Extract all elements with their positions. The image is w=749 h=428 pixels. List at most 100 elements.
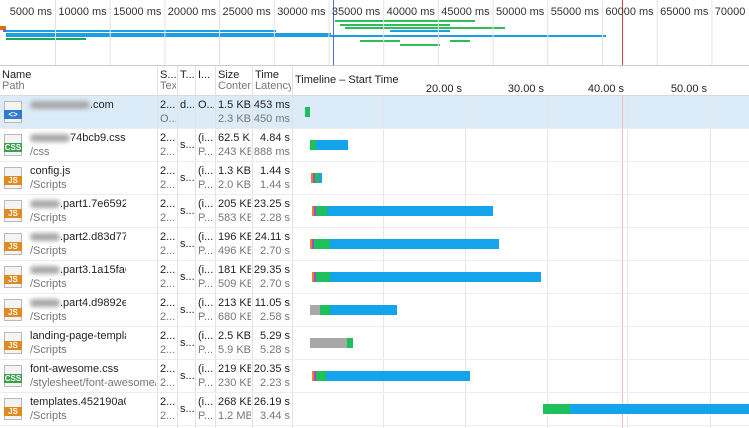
time: 20.35 s	[253, 363, 290, 375]
status: 2...	[160, 330, 176, 342]
file-name: .com	[90, 99, 114, 111]
initiator: (i...	[198, 330, 214, 342]
header-timeline: Timeline – Start Time	[295, 74, 399, 86]
status: 2...	[160, 198, 176, 210]
status-text: 2...	[160, 146, 176, 158]
timeline-tick-label: 50.00 s	[670, 83, 707, 95]
row	[0, 96, 749, 129]
file-icon: JS	[4, 332, 22, 354]
type: s...	[180, 370, 194, 382]
header-time: Time	[255, 69, 280, 81]
header-status: S...	[160, 69, 176, 81]
initiator: (i...	[198, 264, 214, 276]
header-name: Name	[2, 69, 32, 81]
waterfall-segment	[570, 404, 749, 414]
type: s...	[180, 205, 194, 217]
type: s...	[180, 403, 194, 415]
content-size: 496 KB	[218, 245, 251, 257]
time: 11.05 s	[254, 297, 290, 309]
redacted	[30, 233, 60, 241]
status-text: 2...	[160, 212, 176, 224]
size: 181 KB	[218, 264, 251, 276]
content-size: 509 KB	[218, 278, 251, 290]
overview-tick-label: 55000 ms	[551, 6, 600, 18]
column-divider	[177, 66, 178, 428]
time: 453 ms	[253, 99, 290, 111]
size: 268 KB	[218, 396, 251, 408]
content-size: 5.9 KB	[218, 344, 251, 356]
initiator-detail: P...	[198, 146, 214, 158]
size: 1.3 KB	[218, 165, 251, 177]
file-path: /stylesheet/font-awesome/...	[30, 377, 156, 389]
file-icon-label: JS	[4, 275, 22, 284]
waterfall-segment	[305, 107, 310, 117]
header-status2: Tex	[160, 80, 176, 92]
size: 213 KB	[218, 297, 251, 309]
status: 2...	[160, 297, 176, 309]
column-divider	[215, 66, 216, 428]
overview: 5000 ms 10000 ms 15000 ms 20000 ms 25000 ms 3…	[0, 0, 749, 66]
file-icon-label: JS	[4, 242, 22, 251]
file-path: /Scripts	[30, 410, 67, 422]
initiator-detail: P...	[198, 377, 214, 389]
waterfall-segment	[316, 272, 330, 282]
column-divider	[157, 66, 158, 428]
waterfall-segment	[330, 305, 397, 315]
header-size: Size	[218, 69, 240, 81]
initiator: O...	[198, 99, 214, 111]
row	[0, 162, 749, 195]
time: 4.84 s	[260, 132, 290, 144]
file-name: font-awesome.css	[30, 363, 119, 375]
overview-tick-label: 65000 ms	[660, 6, 709, 18]
column-divider	[252, 66, 253, 428]
file-icon-label: JS	[4, 341, 22, 350]
file-icon: JS	[4, 398, 22, 420]
row-border	[0, 227, 749, 228]
overview-tick-label: 5000 ms	[10, 6, 53, 18]
status-text: 2...	[160, 344, 176, 356]
latency: 888 ms	[253, 146, 290, 158]
initiator: (i...	[198, 363, 214, 375]
status-text: 2...	[160, 410, 176, 422]
time: 29.35 s	[253, 264, 290, 276]
file-path: /Scripts	[30, 311, 67, 323]
initiator-detail: P...	[198, 344, 214, 356]
file-icon-label: JS	[4, 308, 22, 317]
waterfall-segment	[314, 272, 316, 282]
initiator-detail: P...	[198, 311, 214, 323]
content-size: 583 KB	[218, 212, 251, 224]
file-name: .part2.d83d771c.js	[60, 231, 126, 243]
latency: 2.28 s	[260, 212, 290, 224]
latency: 5.28 s	[260, 344, 290, 356]
file-icon: <>	[4, 101, 22, 123]
status-text: 2...	[160, 377, 176, 389]
waterfall-segment	[312, 371, 314, 381]
status: 2...	[160, 264, 176, 276]
initiator-detail: P...	[198, 410, 214, 422]
timeline-tick-label: 30.00 s	[507, 83, 544, 95]
time: 1.44 s	[260, 165, 290, 177]
overview-tick-label: 70000 ms	[715, 6, 749, 18]
waterfall-segment	[312, 206, 314, 216]
latency: 1.44 s	[260, 179, 290, 191]
file-name: .part4.d9892e48.js	[60, 297, 126, 309]
initiator: (i...	[198, 396, 214, 408]
waterfall-segment	[543, 404, 570, 414]
row-border	[0, 293, 749, 294]
timeline-tick-label: 40.00 s	[587, 83, 624, 95]
file-icon-label: <>	[4, 110, 22, 119]
initiator: (i...	[198, 165, 214, 177]
row	[0, 327, 749, 360]
content-size: 2.0 KB	[218, 179, 251, 191]
file-icon: JS	[4, 200, 22, 222]
waterfall-segment	[330, 272, 541, 282]
overview-tick-label: 15000 ms	[113, 6, 162, 18]
file-icon: JS	[4, 266, 22, 288]
type: s...	[180, 238, 194, 250]
file-icon-label: JS	[4, 176, 22, 185]
status-text: 2...	[160, 278, 176, 290]
type: d...	[180, 99, 194, 111]
size: 1.5 KB	[218, 99, 251, 111]
waterfall-segment	[315, 173, 319, 183]
file-path: /Scripts	[30, 212, 67, 224]
